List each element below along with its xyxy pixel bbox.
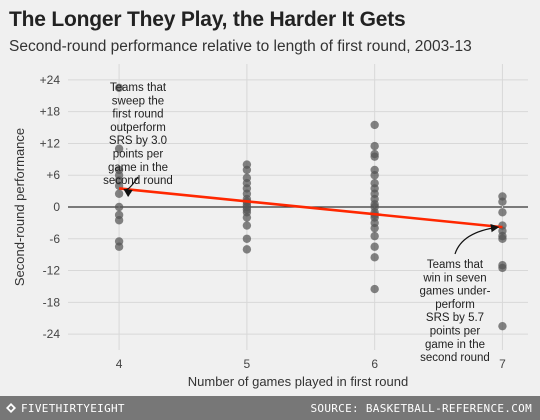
annotation-line: second round [420,352,490,364]
annotation-line: Teams that [427,259,484,271]
x-tick-label: 5 [244,357,251,371]
data-point [114,83,124,93]
x-tick-label: 4 [116,357,123,371]
annotation-line: game in the [425,339,485,351]
annotation-arrow [123,176,139,198]
data-point [242,221,252,230]
x-tick-label: 7 [499,357,506,371]
x-tick-label: 6 [371,357,378,371]
data-point [370,171,379,180]
source-label: SOURCE: BASKETBALL-REFERENCE.COM [310,402,532,415]
data-point [370,223,379,233]
data-point [498,321,507,331]
chart-subtitle: Second-round performance relative to len… [9,38,472,55]
y-tick-label: 0 [53,200,60,214]
brand-logo-icon [6,403,16,413]
data-point [498,263,507,273]
brand-label: FIVETHIRTYEIGHT [21,402,125,415]
data-point [114,202,124,212]
y-tick-label: +6 [46,168,60,182]
annotation-line: games under- [420,286,491,298]
data-point [114,216,124,225]
data-point [242,165,252,175]
data-point [114,242,124,251]
data-point [370,152,379,161]
y-tick-label: -18 [43,295,61,309]
brand: FIVETHIRTYEIGHT [6,402,125,415]
y-tick-label: -24 [43,327,61,341]
annotation-seven-games: Teams that win in seven games under-perfor… [420,259,491,364]
data-point [498,197,507,206]
annotation-line: SRS by 3.0 [109,135,167,147]
chart-title: The Longer They Play, the Harder It Gets [9,8,406,31]
annotation-line: game in the [108,162,168,174]
annotation-line: win in seven [422,272,486,284]
data-point [370,284,379,294]
footer: FIVETHIRTYEIGHT SOURCE: BASKETBALL-REFER… [0,396,540,420]
annotation-line: points per [430,326,481,338]
y-tick-label: -12 [43,264,61,278]
data-point [370,253,379,262]
data-point [370,242,379,251]
annotation-line: points per [113,149,164,161]
annotation-line: first round [112,109,163,121]
data-point [498,208,507,217]
annotation-line: sweep the [112,95,164,107]
annotation-line: outperform [110,122,166,134]
annotation-line: perform [435,299,475,311]
trend-line [118,187,503,229]
data-point [370,231,379,241]
data-point [370,141,379,151]
y-tick-label: +24 [40,73,61,87]
scatter-chart: -24 -18 -12 -6 0 +6 +12 +18 +24 4 5 6 7 Number of gam… [12,64,528,389]
annotation-sweep: Teams that sweep the first round outperform… [103,82,173,187]
data-point [114,189,124,198]
annotation-line: Teams that [110,82,167,94]
data-point [242,234,252,243]
data-point [114,144,124,153]
x-axis-label: Number of games played in first round [188,374,408,389]
data-point [498,234,507,243]
y-tick-label: +12 [40,136,61,150]
annotation-line: SRS by 5.7 [426,312,484,324]
data-point [242,245,252,254]
annotation-arrow [454,223,500,255]
y-tick-label: +18 [40,105,61,119]
data-point [370,120,379,130]
y-tick-label: -6 [49,232,60,246]
data-point [242,213,252,222]
annotation-line: second round [103,175,173,187]
y-axis-label: Second-round performance [12,128,27,286]
